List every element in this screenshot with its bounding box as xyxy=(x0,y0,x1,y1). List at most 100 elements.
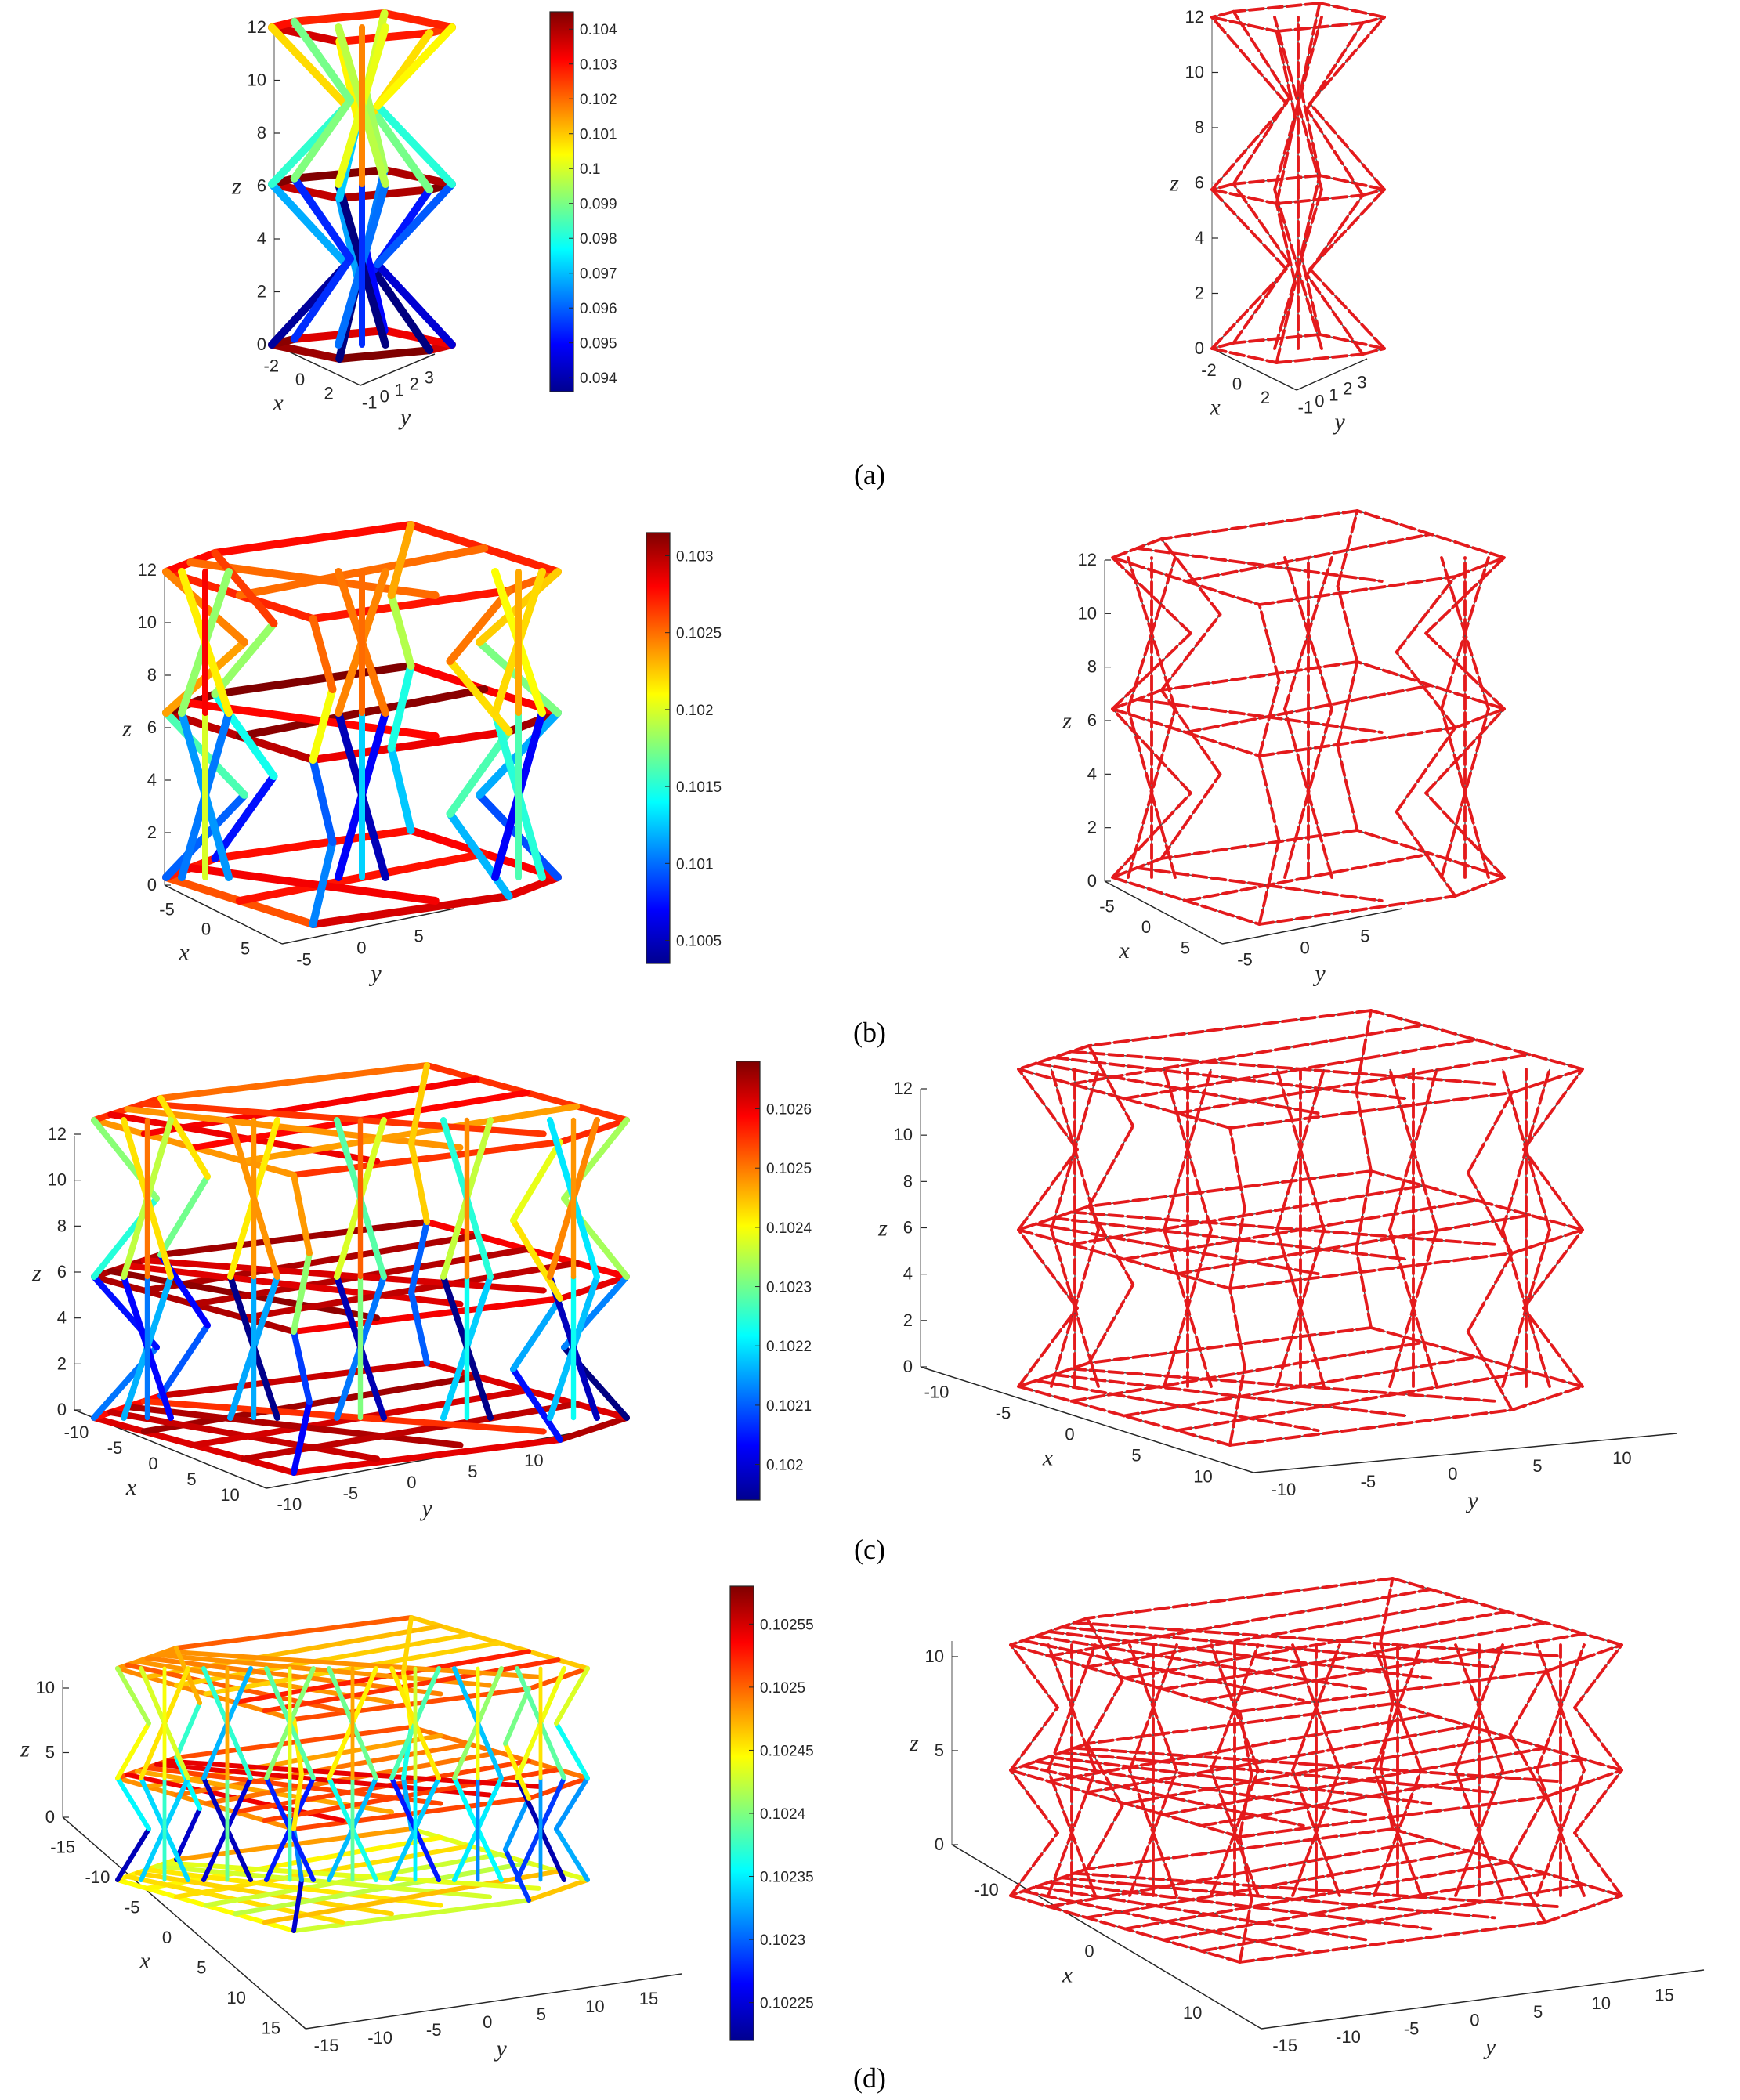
strut xyxy=(115,1721,151,1780)
y-tick-label: 15 xyxy=(1655,1986,1673,2005)
deformed-strut xyxy=(1087,1326,1373,1364)
y-tick-label: -5 xyxy=(426,2020,442,2040)
z-tick-label: 4 xyxy=(903,1264,913,1284)
z-tick-label: 12 xyxy=(138,560,157,580)
strut xyxy=(124,1404,464,1448)
strut xyxy=(408,1062,430,1147)
strut xyxy=(309,615,337,693)
colorbar-tick-label: 0.095 xyxy=(580,336,617,352)
deformed-strut xyxy=(1017,1385,1232,1447)
deformed-strut xyxy=(1159,509,1359,540)
z-tick-label: 8 xyxy=(147,665,157,685)
strut xyxy=(374,23,456,110)
deformed-strut xyxy=(1034,1634,1369,1691)
x-tick-label: 0 xyxy=(1232,374,1242,394)
y-tick-label: 1 xyxy=(1329,385,1338,405)
deformed-strut xyxy=(1034,1379,1320,1433)
deformed-strut xyxy=(1361,188,1386,197)
y-tick-label: 5 xyxy=(414,927,424,946)
strut xyxy=(446,728,513,818)
y-tick-label: -1 xyxy=(1298,398,1314,417)
deformed-strut xyxy=(1275,30,1297,119)
deformed-strut xyxy=(1305,193,1365,277)
deformed-strut xyxy=(1017,1068,1079,1151)
colorbar-tick-label: 0.10235 xyxy=(760,1870,814,1886)
y-axis-label: y xyxy=(419,1495,432,1521)
strut xyxy=(291,1898,531,1933)
z-tick-label: 4 xyxy=(1195,228,1204,248)
deformed-strut xyxy=(1162,1871,1547,1942)
y-tick-label: 0 xyxy=(407,1473,416,1492)
deformed-strut xyxy=(1232,182,1291,266)
x-tick-label: 0 xyxy=(148,1454,157,1473)
deformed-strut xyxy=(1232,9,1291,99)
y-tick-label: 10 xyxy=(1612,1448,1631,1468)
deformed-strut xyxy=(1275,202,1297,285)
strut xyxy=(144,1623,443,1679)
y-axis-line xyxy=(360,353,436,386)
strut xyxy=(335,346,434,363)
deformed-strut xyxy=(1060,1751,1496,1795)
strut xyxy=(157,1173,211,1258)
deformed-strut xyxy=(1318,174,1386,191)
panel-d-left-stress-plot: 0 5 10 -15 -10 -5 0 5 10 15 -15 -10 -5 0 5 10 15 z x y xyxy=(20,1615,682,2062)
deformed-strut xyxy=(1522,1307,1584,1388)
x-axis-line xyxy=(920,1366,1254,1473)
y-axis-line xyxy=(1221,908,1403,945)
caption-c: (c) xyxy=(854,1534,885,1565)
deformed-strut xyxy=(1299,174,1322,257)
deformed-strut xyxy=(1060,1876,1496,1920)
z-tick-label: 8 xyxy=(1195,117,1204,137)
colorbar-tick-label: 0.1024 xyxy=(766,1220,812,1237)
deformed-strut xyxy=(1175,1053,1532,1115)
deformed-strut xyxy=(1159,537,1222,616)
z-tick-label: 12 xyxy=(248,17,266,37)
colorbar-tick-label: 0.102 xyxy=(766,1458,804,1474)
deformed-strut xyxy=(1087,1124,1135,1208)
deformed-strut xyxy=(1361,347,1386,356)
z-tick-label: 4 xyxy=(257,229,266,248)
colorbar-tick-label: 0.102 xyxy=(676,703,714,719)
y-tick-label: -10 xyxy=(367,2028,392,2048)
panel-c-left-stress-plot: 0 2 4 6 8 10 12 -10 -5 0 5 10 -10 -5 0 5 10 z x y xyxy=(31,1062,630,1521)
strut xyxy=(291,1296,563,1335)
y-tick-label: 0 xyxy=(1470,2011,1479,2030)
z-tick-label: 0 xyxy=(1087,871,1097,891)
z-tick-label: 8 xyxy=(57,1216,67,1235)
deformed-strut xyxy=(1232,262,1291,345)
deformed-strut xyxy=(1336,509,1359,588)
y-tick-label: 0 xyxy=(380,387,389,407)
deformed-strut xyxy=(1073,1871,1560,1909)
z-tick-label: 6 xyxy=(903,1218,913,1238)
deformed-strut xyxy=(1257,678,1281,757)
deformed-strut xyxy=(1522,1068,1584,1151)
panel-d-right-deformation-plot: 0 5 10 -10 0 10 -15 -10 -5 0 5 10 15 z x y xyxy=(909,1577,1705,2060)
x-tick-label: -5 xyxy=(996,1404,1011,1423)
strut xyxy=(211,772,278,862)
x-axis-label: x xyxy=(272,390,284,416)
deformed-strut xyxy=(1052,1373,1408,1418)
strut xyxy=(115,1827,151,1882)
strut xyxy=(291,1250,313,1335)
x-tick-label: -5 xyxy=(125,1897,140,1917)
strut xyxy=(290,255,354,343)
y-tick-label: -5 xyxy=(343,1484,359,1503)
strut xyxy=(557,1415,630,1443)
deformed-strut xyxy=(1111,631,1192,710)
deformed-strut xyxy=(1336,660,1359,748)
deformed-strut xyxy=(1009,1706,1059,1772)
deformed-strut xyxy=(1199,1882,1586,1953)
z-axis-label: z xyxy=(31,1260,42,1286)
y-axis-label: y xyxy=(398,404,411,430)
x-tick-label: 5 xyxy=(186,1469,196,1489)
strut xyxy=(374,180,456,269)
strut xyxy=(309,685,337,764)
colorbar-tick-label: 0.103 xyxy=(676,548,714,565)
deformed-strut xyxy=(1034,1759,1369,1816)
x-axis-label: x xyxy=(1209,395,1221,421)
strut xyxy=(211,521,415,557)
z-tick-label: 6 xyxy=(57,1262,67,1281)
colorbar-tick-label: 0.1015 xyxy=(676,779,722,796)
y-axis-label: y xyxy=(368,961,382,987)
